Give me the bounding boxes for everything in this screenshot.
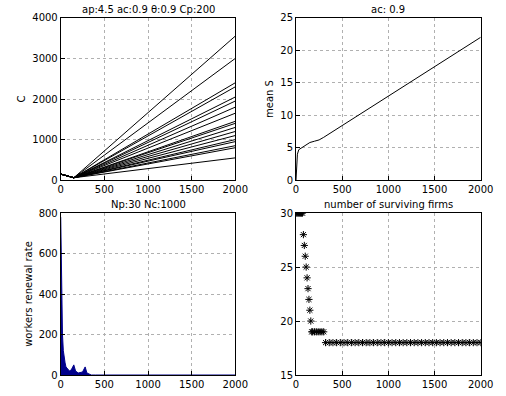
svg-text:0: 0 xyxy=(293,379,299,390)
svg-text:0: 0 xyxy=(287,175,293,186)
svg-text:4000: 4000 xyxy=(32,12,57,23)
svg-text:2000: 2000 xyxy=(468,184,493,195)
svg-text:1000: 1000 xyxy=(135,184,160,195)
svg-text:0: 0 xyxy=(58,184,64,195)
svg-text:500: 500 xyxy=(333,379,352,390)
svg-text:20: 20 xyxy=(280,316,293,327)
svg-text:number of surviving firms: number of surviving firms xyxy=(324,199,453,210)
svg-text:1000: 1000 xyxy=(32,134,57,145)
svg-text:workers renewal rate: workers renewal rate xyxy=(23,241,34,347)
svg-text:600: 600 xyxy=(39,248,58,259)
svg-text:15: 15 xyxy=(280,370,293,381)
svg-text:1500: 1500 xyxy=(422,379,447,390)
svg-text:1500: 1500 xyxy=(179,379,204,390)
svg-text:5: 5 xyxy=(287,142,293,153)
svg-text:500: 500 xyxy=(95,184,114,195)
svg-text:Np:30 Nc:1000: Np:30 Nc:1000 xyxy=(111,199,186,210)
svg-text:30: 30 xyxy=(280,208,293,219)
svg-text:2000: 2000 xyxy=(223,379,248,390)
svg-text:10: 10 xyxy=(280,110,293,121)
svg-text:25: 25 xyxy=(280,12,293,23)
svg-text:500: 500 xyxy=(95,379,114,390)
svg-text:ac: 0.9: ac: 0.9 xyxy=(371,4,405,15)
svg-text:C: C xyxy=(16,95,27,102)
svg-text:2000: 2000 xyxy=(468,379,493,390)
svg-text:200: 200 xyxy=(39,329,58,340)
svg-text:3000: 3000 xyxy=(32,53,57,64)
svg-text:500: 500 xyxy=(333,184,352,195)
svg-text:15: 15 xyxy=(280,77,293,88)
svg-text:1000: 1000 xyxy=(135,379,160,390)
svg-text:0: 0 xyxy=(51,370,57,381)
svg-text:1000: 1000 xyxy=(376,379,401,390)
svg-text:1000: 1000 xyxy=(376,184,401,195)
svg-text:mean S: mean S xyxy=(264,80,275,118)
svg-text:20: 20 xyxy=(280,45,293,56)
svg-text:1500: 1500 xyxy=(179,184,204,195)
svg-text:800: 800 xyxy=(39,208,58,219)
svg-text:0: 0 xyxy=(58,379,64,390)
svg-text:400: 400 xyxy=(39,289,58,300)
svg-text:0: 0 xyxy=(51,175,57,186)
svg-text:25: 25 xyxy=(280,262,293,273)
svg-text:1500: 1500 xyxy=(422,184,447,195)
svg-text:ap:4.5 ac:0.9 θ:0.9 Cp:200: ap:4.5 ac:0.9 θ:0.9 Cp:200 xyxy=(82,4,215,15)
svg-text:0: 0 xyxy=(293,184,299,195)
svg-text:2000: 2000 xyxy=(223,184,248,195)
svg-text:2000: 2000 xyxy=(32,94,57,105)
